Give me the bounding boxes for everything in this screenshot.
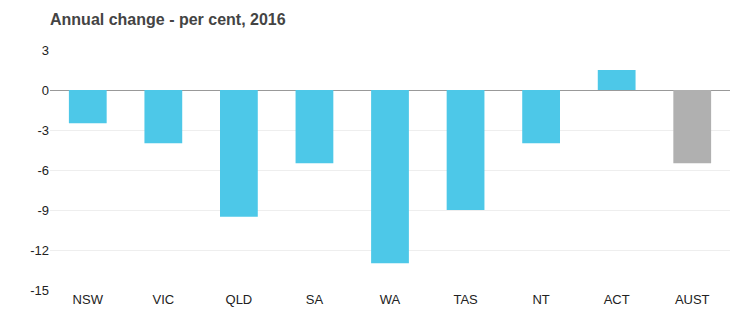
svg-text:ACT: ACT [604, 292, 630, 307]
svg-text:NT: NT [532, 292, 549, 307]
svg-text:-3: -3 [37, 123, 49, 138]
svg-text:-15: -15 [30, 283, 49, 298]
svg-text:-9: -9 [37, 203, 49, 218]
svg-text:3: 3 [42, 43, 49, 58]
svg-text:VIC: VIC [152, 292, 174, 307]
svg-text:SA: SA [306, 292, 324, 307]
svg-text:AUST: AUST [675, 292, 710, 307]
svg-text:Annual change - per cent, 2016: Annual change - per cent, 2016 [50, 11, 286, 28]
svg-text:0: 0 [42, 83, 49, 98]
svg-text:NSW: NSW [73, 292, 104, 307]
svg-text:TAS: TAS [453, 292, 478, 307]
svg-text:-12: -12 [30, 243, 49, 258]
svg-text:-6: -6 [37, 163, 49, 178]
svg-text:QLD: QLD [226, 292, 253, 307]
svg-text:WA: WA [380, 292, 401, 307]
